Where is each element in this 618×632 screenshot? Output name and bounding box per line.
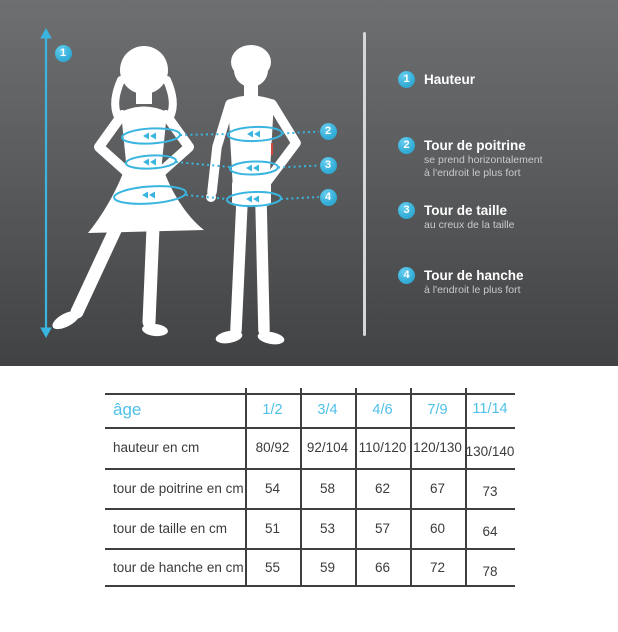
legend-description: au creux de la taille (424, 219, 515, 231)
boy-waist-ellipse (229, 160, 279, 176)
measurement-ellipses (113, 125, 283, 208)
table-header-col: 11/14 (472, 401, 508, 417)
table-rule-vertical (410, 388, 412, 587)
legend-description: se prend horizontalement (424, 154, 543, 166)
children-silhouettes-illustration (40, 28, 320, 345)
size-table: âge 1/2 3/4 4/6 7/9 11/14 hauteur en cm … (105, 388, 515, 587)
legend-1-badge: 1 (398, 71, 415, 88)
table-cell: 80/92 (255, 440, 290, 455)
table-cell: 59 (319, 560, 336, 575)
callout-3-badge: 3 (319, 156, 337, 174)
ellipse-arrow-glyphs (142, 130, 260, 203)
table-header-age: âge (113, 400, 142, 419)
legend-item-hauteur: 1 Hauteur (398, 71, 475, 88)
table-rule-vertical (355, 388, 357, 587)
boy-silhouette (206, 45, 301, 345)
table-rule-vertical (465, 388, 467, 587)
table-header-col: 4/6 (372, 402, 393, 418)
girl-chest-ellipse (121, 127, 181, 145)
red-sliver-artifact (271, 143, 273, 155)
table-cell: 120/130 (413, 440, 462, 455)
table-rule-horizontal (105, 548, 515, 550)
table-rule-horizontal (105, 468, 515, 470)
measurement-diagram-panel: 1 2 3 4 1 Hauteur 2 Tour de poitrine se … (0, 0, 618, 366)
table-cell: 57 (374, 520, 391, 536)
callout-4-badge: 4 (319, 188, 337, 206)
table-cell: 92/104 (306, 440, 349, 455)
legend-description: à l'endroit le plus fort (424, 284, 521, 296)
legend-item-tour-de-hanche: 4 Tour de hanche à l'endroit le plus for… (398, 267, 524, 297)
table-cell: 66 (374, 560, 391, 575)
girl-hip-ellipse (113, 185, 187, 205)
table-rule-vertical (245, 388, 247, 587)
legend-2-badge: 2 (398, 137, 415, 154)
table-rule-horizontal (105, 508, 515, 510)
boy-hip-ellipse (226, 190, 282, 208)
legend-item-tour-de-taille: 3 Tour de taille au creux de la taille (398, 202, 514, 232)
legend-title: Hauteur (424, 72, 476, 87)
table-cell: 78 (482, 563, 498, 579)
table-cell: 130/140 (465, 443, 515, 459)
table-cell: 55 (264, 560, 281, 575)
table-header-col: 1/2 (262, 402, 283, 418)
legend-item-tour-de-poitrine: 2 Tour de poitrine se prend horizontalem… (398, 137, 543, 180)
table-cell: 73 (482, 484, 498, 499)
table-rule-horizontal (105, 393, 515, 395)
table-rule-vertical (300, 388, 302, 587)
table-cell: 110/120 (358, 440, 407, 455)
table-cell: 72 (429, 560, 446, 575)
table-cell: 53 (319, 520, 336, 536)
legend-description: à l'endroit le plus fort (424, 167, 521, 179)
table-row-label: tour de taille en cm (113, 520, 228, 536)
table-row-label: hauteur en cm (113, 440, 200, 455)
table-row-label: tour de hanche en cm (113, 560, 244, 575)
callout-1-badge: 1 (54, 44, 72, 62)
callout-dotted-lines (175, 130, 320, 200)
table-header-col: 3/4 (317, 402, 338, 418)
girl-waist-ellipse (125, 154, 177, 170)
table-cell: 51 (264, 520, 281, 536)
table-cell: 58 (319, 480, 336, 496)
boy-chest-ellipse (227, 125, 283, 143)
table-rule-horizontal (105, 427, 515, 429)
callout-2-badge: 2 (319, 122, 337, 140)
table-row-label: tour de poitrine en cm (113, 480, 244, 496)
legend-title: Tour de poitrine (424, 138, 526, 153)
table-cell: 67 (429, 480, 446, 496)
legend-3-badge: 3 (398, 202, 415, 219)
table-cell: 54 (264, 480, 281, 496)
legend-4-badge: 4 (398, 267, 415, 284)
table-cell: 60 (429, 520, 446, 536)
table-header-col: 7/9 (427, 402, 448, 418)
legend-title: Tour de taille (424, 203, 508, 218)
girl-silhouette (52, 46, 204, 337)
size-table-grid: âge 1/2 3/4 4/6 7/9 11/14 hauteur en cm … (105, 393, 515, 587)
table-cell: 64 (482, 524, 498, 539)
legend-title: Tour de hanche (424, 268, 524, 283)
table-rule-horizontal (105, 585, 515, 587)
legend-divider (363, 32, 366, 336)
table-cell: 62 (374, 480, 391, 496)
height-arrow (40, 28, 52, 338)
